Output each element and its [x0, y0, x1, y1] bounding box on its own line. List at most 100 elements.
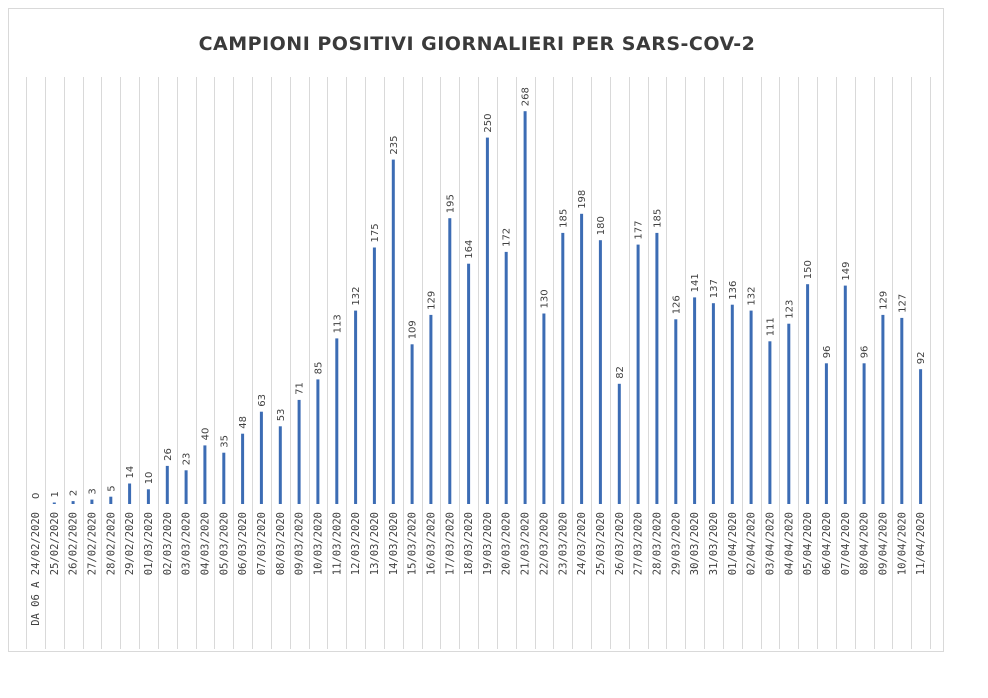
data-label: 175	[370, 223, 381, 242]
data-label: 130	[539, 289, 550, 308]
x-tick-label: 25/03/2020	[595, 512, 607, 575]
data-label: 10	[144, 472, 155, 485]
bar	[749, 310, 753, 504]
bar	[203, 445, 207, 504]
data-label: 0	[31, 493, 42, 499]
data-label: 127	[897, 294, 908, 313]
x-tick-label: 03/04/2020	[764, 512, 776, 575]
data-label: 26	[163, 448, 174, 461]
x-tick-label: 31/03/2020	[708, 512, 720, 575]
data-label: 63	[257, 394, 268, 407]
bar	[71, 501, 75, 504]
data-label: 35	[219, 435, 230, 448]
bar	[429, 314, 433, 504]
x-tick-label: 10/03/2020	[312, 512, 324, 575]
data-label: 268	[521, 87, 532, 106]
bar	[354, 310, 358, 504]
x-tick-label: 15/03/2020	[407, 512, 419, 575]
x-tick-label: 28/02/2020	[105, 512, 117, 575]
data-label: 164	[464, 240, 475, 259]
data-label: 82	[615, 366, 626, 379]
data-label: 129	[426, 291, 437, 310]
x-tick-label: 26/03/2020	[614, 512, 626, 575]
data-label: 5	[106, 485, 117, 491]
bar	[109, 496, 113, 504]
data-label: 136	[728, 281, 739, 300]
data-label: 111	[765, 317, 776, 336]
bar	[881, 314, 885, 504]
bar	[636, 244, 640, 504]
x-tick-label: DA 06 A 24/02/2020	[30, 512, 42, 626]
x-tick-label: 03/03/2020	[181, 512, 193, 575]
chart-frame: CAMPIONI POSITIVI GIORNALIERI PER SARS-C…	[8, 8, 944, 652]
bar	[862, 363, 866, 504]
x-tick-label: 01/04/2020	[727, 512, 739, 575]
data-label: 235	[389, 136, 400, 155]
chart-title: CAMPIONI POSITIVI GIORNALIERI PER SARS-C…	[198, 33, 756, 55]
x-tick-label: 06/04/2020	[821, 512, 833, 575]
bar	[448, 218, 452, 504]
bar	[523, 111, 527, 504]
bar	[222, 452, 226, 504]
data-label: 177	[634, 221, 645, 240]
x-tick-label: 02/03/2020	[162, 512, 174, 575]
data-label: 129	[878, 291, 889, 310]
x-tick-label: 29/02/2020	[124, 512, 136, 575]
x-tick-label: 01/03/2020	[143, 512, 155, 575]
bar	[335, 338, 339, 504]
bar	[787, 323, 791, 504]
x-tick-label: 05/04/2020	[802, 512, 814, 575]
data-label: 109	[408, 320, 419, 339]
x-tick-label: 12/03/2020	[350, 512, 362, 575]
data-label: 96	[860, 346, 871, 359]
x-tick-label: 27/03/2020	[633, 512, 645, 575]
bar	[674, 319, 678, 504]
data-label: 48	[238, 416, 249, 429]
data-label: 92	[916, 351, 927, 364]
data-label: 53	[276, 409, 287, 422]
x-tick-label: 27/02/2020	[86, 512, 98, 575]
x-tick-label: 20/03/2020	[501, 512, 513, 575]
x-tick-label: 25/02/2020	[49, 512, 61, 575]
data-label: 149	[841, 262, 852, 281]
data-label: 96	[822, 346, 833, 359]
data-label: 132	[351, 287, 362, 306]
x-tick-label: 11/03/2020	[331, 512, 343, 575]
bar	[824, 363, 828, 504]
bar	[297, 399, 301, 504]
data-label: 250	[483, 114, 494, 133]
bar	[146, 489, 150, 504]
data-label: 23	[182, 453, 193, 466]
bar	[806, 284, 810, 504]
data-label: 180	[596, 216, 607, 235]
x-tick-label: 14/03/2020	[388, 512, 400, 575]
bar	[241, 433, 245, 504]
bar	[580, 213, 584, 505]
x-tick-label: 04/03/2020	[199, 512, 211, 575]
bar	[561, 232, 565, 504]
data-label: 132	[747, 287, 758, 306]
x-tick-label: 13/03/2020	[369, 512, 381, 575]
data-label: 71	[295, 382, 306, 395]
data-label: 113	[332, 314, 343, 333]
bar	[316, 379, 320, 504]
data-label: 172	[502, 228, 513, 247]
bar	[467, 263, 471, 504]
bar	[768, 341, 772, 504]
data-label: 1	[50, 491, 61, 497]
x-tick-label: 17/03/2020	[444, 512, 456, 575]
x-tick-label: 24/03/2020	[576, 512, 588, 575]
data-label: 3	[87, 488, 98, 494]
x-tick-label: 08/03/2020	[275, 512, 287, 575]
data-label: 185	[558, 209, 569, 228]
x-tick-label: 30/03/2020	[689, 512, 701, 575]
x-tick-label: 05/03/2020	[218, 512, 230, 575]
bar	[655, 232, 659, 504]
data-label: 2	[69, 490, 80, 496]
bar	[128, 483, 132, 504]
x-tick-label: 23/03/2020	[557, 512, 569, 575]
bars	[52, 111, 923, 505]
bar	[52, 502, 56, 504]
bar	[184, 470, 188, 504]
